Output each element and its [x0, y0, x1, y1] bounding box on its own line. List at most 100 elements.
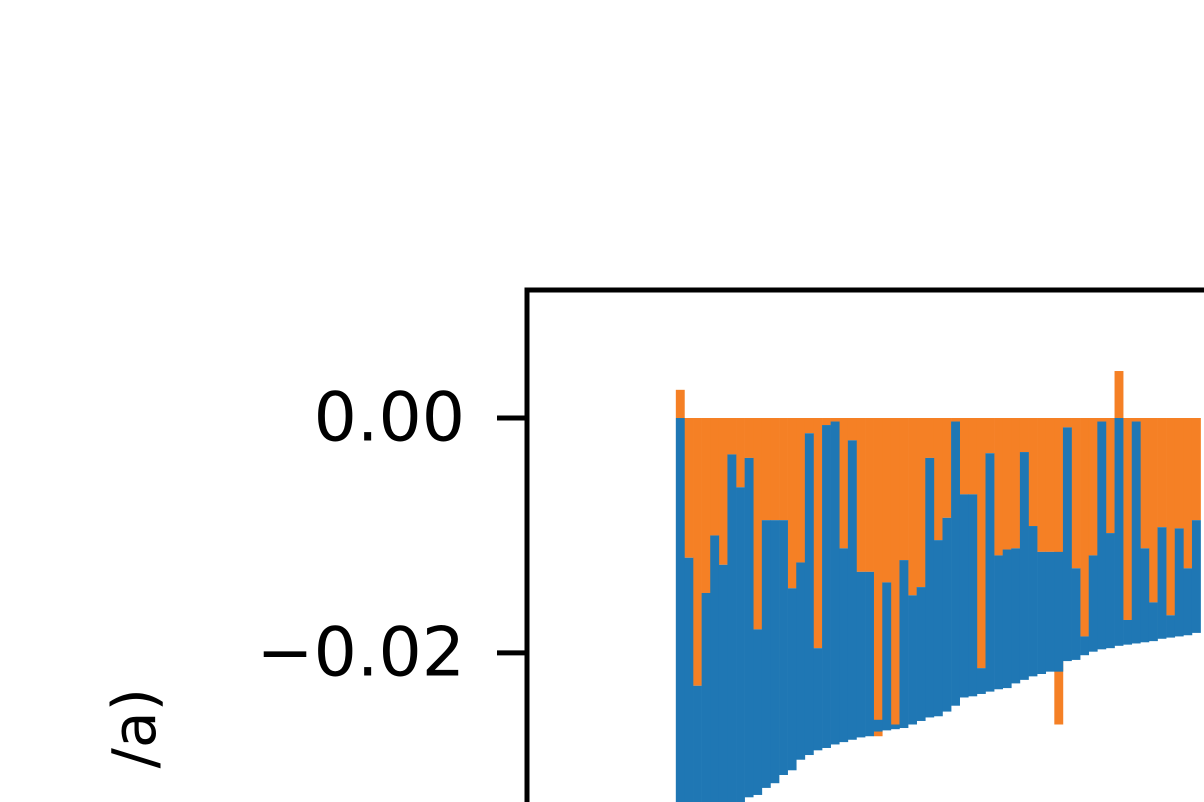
- bar: [1114, 418, 1124, 646]
- bar: [865, 571, 874, 737]
- bar: [976, 668, 986, 694]
- bar: [976, 418, 986, 669]
- bar: [693, 685, 702, 802]
- bar: [736, 418, 745, 488]
- bar: [1183, 568, 1193, 636]
- bar: [813, 648, 823, 751]
- bar: [1148, 418, 1158, 603]
- bar: [1037, 551, 1047, 674]
- bar: [882, 582, 892, 731]
- bar: [718, 564, 728, 802]
- bar: [830, 421, 840, 745]
- bar: [744, 418, 754, 458]
- bar: [1140, 548, 1150, 643]
- bar: [908, 418, 917, 596]
- bar: [675, 418, 685, 802]
- bar: [890, 418, 900, 725]
- bar: [1191, 418, 1201, 521]
- bar: [796, 562, 806, 760]
- bar: [968, 494, 978, 697]
- bar: [822, 418, 831, 426]
- bar: [753, 418, 763, 630]
- bar: [779, 520, 788, 775]
- bar: [1011, 548, 1021, 684]
- bar: [1002, 549, 1012, 689]
- bar: [787, 418, 797, 589]
- bar: [1045, 551, 1055, 672]
- bar: [994, 555, 1004, 690]
- bar: [1097, 418, 1107, 422]
- bar: [693, 418, 702, 686]
- bar: [882, 418, 892, 583]
- bar: [1080, 636, 1090, 656]
- bar: [873, 418, 883, 737]
- bar: [1071, 418, 1081, 569]
- bar: [1037, 418, 1047, 552]
- bar: [744, 457, 754, 798]
- bar: [908, 595, 917, 725]
- bar: [1054, 551, 1064, 672]
- bar: [1157, 418, 1167, 528]
- bar: [839, 418, 849, 549]
- bar: [959, 494, 969, 698]
- bar: [1166, 418, 1176, 616]
- bar: [710, 535, 720, 802]
- bar: [1105, 533, 1115, 649]
- bar: [968, 418, 978, 495]
- bar: [1131, 421, 1141, 644]
- bar: [839, 548, 849, 743]
- bar: [1114, 371, 1124, 418]
- bar: [822, 425, 831, 748]
- bar: [770, 520, 780, 784]
- bar: [847, 440, 857, 740]
- bar: [718, 418, 728, 565]
- bar: [1105, 418, 1115, 534]
- bar: [804, 418, 814, 434]
- bar: [701, 418, 711, 593]
- bar: [736, 487, 745, 802]
- bar: [942, 517, 952, 712]
- bar: [1174, 418, 1184, 529]
- bar: [1062, 418, 1072, 428]
- bar: [779, 418, 788, 521]
- bar: [985, 418, 995, 454]
- bar: [873, 719, 883, 732]
- bar: [1191, 520, 1201, 633]
- bar: [890, 724, 900, 730]
- bar: [701, 592, 711, 802]
- bar: [761, 520, 771, 788]
- bar: [994, 418, 1004, 556]
- bar: [933, 418, 943, 541]
- bar: [1019, 452, 1029, 680]
- bar: [899, 560, 909, 729]
- bar: [1045, 418, 1055, 552]
- bar: [1088, 418, 1098, 556]
- bar: [1002, 418, 1012, 550]
- bar: [985, 453, 995, 692]
- plot-area: [675, 371, 1201, 802]
- bar: [856, 571, 866, 738]
- y-axis-label: /a): [100, 688, 170, 768]
- bar: [1174, 528, 1184, 637]
- bar: [916, 418, 926, 588]
- bar: [1123, 619, 1133, 645]
- bar: [753, 629, 763, 795]
- bar: [1019, 418, 1029, 453]
- bar: [684, 557, 694, 802]
- bar: [951, 418, 960, 422]
- bar: [1088, 555, 1098, 652]
- bar: [1148, 602, 1158, 642]
- bar: [933, 540, 943, 717]
- bar: [1062, 427, 1072, 662]
- bar: [942, 418, 952, 518]
- bar: [813, 418, 823, 649]
- bar: [1028, 526, 1038, 677]
- bar: [675, 389, 685, 418]
- bar: [1123, 418, 1133, 620]
- bar: [684, 418, 694, 558]
- bar: [925, 457, 935, 718]
- y-tick-label: −0.02: [257, 613, 465, 692]
- bar: [925, 418, 935, 458]
